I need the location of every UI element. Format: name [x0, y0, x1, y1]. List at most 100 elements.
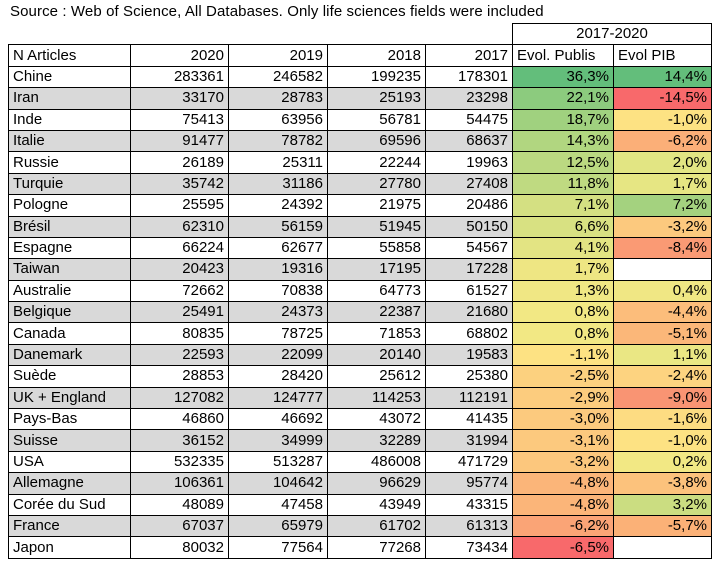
header-2017: 2017 [425, 44, 513, 67]
value-2019-cell: 24373 [228, 301, 328, 324]
value-2017-cell: 20486 [425, 194, 513, 217]
country-cell: Espagne [8, 236, 131, 260]
evol-publis-cell: 1,7% [512, 258, 614, 281]
evol-publis-cell: -3,2% [512, 450, 614, 474]
value-2018-cell: 96629 [327, 472, 426, 495]
period-header: 2017-2020 [512, 22, 712, 46]
value-2020-cell: 20423 [130, 258, 229, 281]
country-cell: France [8, 514, 131, 538]
value-2020-cell: 283361 [130, 65, 229, 89]
table-row: Turquie 35742 31186 27780 27408 11,8% 1,7% [8, 172, 712, 196]
value-2017-cell: 61313 [425, 514, 513, 538]
value-2018-cell: 69596 [327, 129, 426, 153]
table-row: UK + England 127082 124777 114253 112191 -2,9… [8, 386, 712, 410]
value-2018-cell: 22387 [327, 301, 426, 324]
value-2017-cell: 17228 [425, 258, 513, 281]
table-row: Canada 80835 78725 71853 68802 0,8% -5,1% [8, 322, 712, 345]
value-2019-cell: 70838 [228, 279, 328, 303]
value-2017-cell: 471729 [425, 450, 513, 474]
evol-pib-cell: -1,0% [613, 108, 712, 131]
value-2020-cell: 22593 [130, 343, 229, 367]
value-2017-cell: 61527 [425, 279, 513, 303]
evol-pib-cell: -5,7% [613, 514, 712, 538]
value-2018-cell: 71853 [327, 322, 426, 345]
evol-pib-cell: -3,2% [613, 215, 712, 238]
value-2017-cell: 112191 [425, 386, 513, 410]
table-row: Japon 80032 77564 77268 73434 -6,5% [8, 536, 712, 559]
value-2020-cell: 25491 [130, 301, 229, 324]
evol-pib-cell [613, 536, 712, 559]
country-cell: Australie [8, 279, 131, 303]
value-2019-cell: 34999 [228, 429, 328, 452]
value-2018-cell: 43072 [327, 408, 426, 431]
value-2018-cell: 199235 [327, 65, 426, 89]
evol-pib-cell: 3,2% [613, 493, 712, 516]
articles-table: 2017-2020 N Articles 2020 2019 2018 2017… [8, 22, 712, 559]
evol-publis-cell: -6,2% [512, 514, 614, 538]
evol-publis-cell: -3,0% [512, 408, 614, 431]
country-cell: Japon [8, 536, 131, 559]
evol-publis-cell: -4,8% [512, 472, 614, 495]
value-2020-cell: 127082 [130, 386, 229, 410]
evol-pib-cell: 7,2% [613, 194, 712, 217]
country-cell: Iran [8, 87, 131, 110]
value-2017-cell: 50150 [425, 215, 513, 238]
value-2019-cell: 65979 [228, 514, 328, 538]
value-2020-cell: 67037 [130, 514, 229, 538]
evol-publis-cell: -2,9% [512, 386, 614, 410]
evol-publis-cell: 12,5% [512, 151, 614, 174]
value-2018-cell: 25612 [327, 365, 426, 388]
evol-publis-cell: 4,1% [512, 236, 614, 260]
evol-publis-cell: -2,5% [512, 365, 614, 388]
evol-pib-cell: 2,0% [613, 151, 712, 174]
value-2018-cell: 32289 [327, 429, 426, 452]
value-2020-cell: 46860 [130, 408, 229, 431]
value-2017-cell: 31994 [425, 429, 513, 452]
value-2017-cell: 178301 [425, 65, 513, 89]
header-2019: 2019 [228, 44, 328, 67]
value-2020-cell: 25595 [130, 194, 229, 217]
value-2018-cell: 25193 [327, 87, 426, 110]
table-row: Pologne 25595 24392 21975 20486 7,1% 7,2% [8, 194, 712, 217]
value-2020-cell: 36152 [130, 429, 229, 452]
evol-pib-cell: -5,1% [613, 322, 712, 345]
value-2018-cell: 27780 [327, 172, 426, 196]
header-evol-publis: Evol. Publis [512, 44, 614, 67]
table-row: Australie 72662 70838 64773 61527 1,3% 0,4% [8, 279, 712, 303]
value-2017-cell: 54567 [425, 236, 513, 260]
evol-pib-cell: 0,4% [613, 279, 712, 303]
table-row: Belgique 25491 24373 22387 21680 0,8% -4,4% [8, 301, 712, 324]
table-row: Inde 75413 63956 56781 54475 18,7% -1,0% [8, 108, 712, 131]
value-2019-cell: 22099 [228, 343, 328, 367]
value-2018-cell: 22244 [327, 151, 426, 174]
value-2020-cell: 28853 [130, 365, 229, 388]
evol-publis-cell: 1,3% [512, 279, 614, 303]
evol-pib-cell: 1,7% [613, 172, 712, 196]
value-2020-cell: 80835 [130, 322, 229, 345]
evol-pib-cell [613, 258, 712, 281]
table-row: Taiwan 20423 19316 17195 17228 1,7% [8, 258, 712, 281]
evol-publis-cell: 6,6% [512, 215, 614, 238]
value-2017-cell: 23298 [425, 87, 513, 110]
evol-pib-cell: -6,2% [613, 129, 712, 153]
value-2018-cell: 17195 [327, 258, 426, 281]
value-2017-cell: 21680 [425, 301, 513, 324]
value-2017-cell: 43315 [425, 493, 513, 516]
value-2020-cell: 80032 [130, 536, 229, 559]
value-2019-cell: 513287 [228, 450, 328, 474]
evol-pib-cell: -3,8% [613, 472, 712, 495]
evol-pib-cell: -9,0% [613, 386, 712, 410]
table-row: Chine 283361 246582 199235 178301 36,3% 14,4% [8, 65, 712, 89]
value-2018-cell: 486008 [327, 450, 426, 474]
country-cell: Chine [8, 65, 131, 89]
period-header-row: 2017-2020 [9, 22, 712, 46]
value-2017-cell: 41435 [425, 408, 513, 431]
evol-pib-cell: 0,2% [613, 450, 712, 474]
value-2018-cell: 20140 [327, 343, 426, 367]
evol-publis-cell: 0,8% [512, 322, 614, 345]
evol-pib-cell: -1,6% [613, 408, 712, 431]
table-row: USA 532335 513287 486008 471729 -3,2% 0,2% [8, 450, 712, 474]
value-2019-cell: 24392 [228, 194, 328, 217]
value-2018-cell: 43949 [327, 493, 426, 516]
country-cell: Pologne [8, 194, 131, 217]
